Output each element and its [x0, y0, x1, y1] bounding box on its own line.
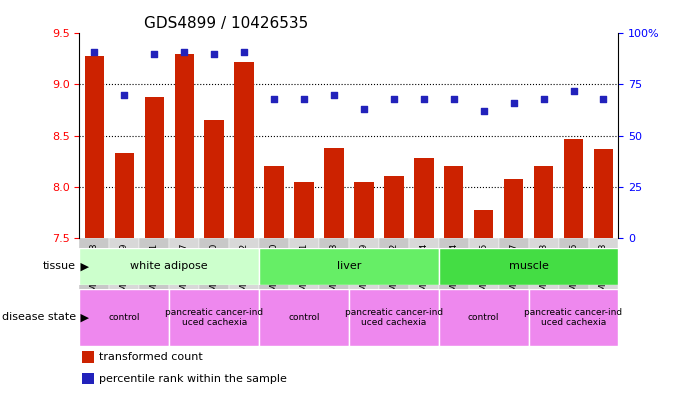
Bar	[85, 56, 104, 238]
Bar	[79, 289, 169, 346]
Bar	[529, 289, 618, 346]
Bar	[294, 182, 314, 238]
Text: tissue: tissue	[43, 261, 76, 271]
Bar	[324, 148, 343, 238]
Text: pancreatic cancer-ind
uced cachexia: pancreatic cancer-ind uced cachexia	[165, 308, 263, 327]
Bar	[259, 289, 349, 346]
Bar	[444, 166, 464, 238]
Bar	[79, 248, 259, 285]
Text: ▶: ▶	[77, 312, 88, 322]
Text: transformed count: transformed count	[99, 352, 202, 362]
Bar	[534, 166, 553, 238]
Text: pancreatic cancer-ind
uced cachexia: pancreatic cancer-ind uced cachexia	[345, 308, 443, 327]
Point	[598, 95, 609, 102]
Point	[328, 92, 339, 98]
Text: GDS4899 / 10426535: GDS4899 / 10426535	[144, 16, 308, 31]
Point	[179, 49, 190, 55]
Bar	[82, 351, 94, 363]
Bar	[265, 166, 284, 238]
Point	[508, 100, 519, 106]
Bar	[439, 289, 529, 346]
Bar	[349, 289, 439, 346]
Point	[149, 51, 160, 57]
Bar	[234, 62, 254, 238]
Point	[299, 95, 310, 102]
Point	[269, 95, 280, 102]
Point	[448, 95, 460, 102]
Point	[238, 49, 249, 55]
Text: control: control	[288, 313, 320, 322]
Bar	[594, 149, 613, 238]
Text: pancreatic cancer-ind
uced cachexia: pancreatic cancer-ind uced cachexia	[524, 308, 623, 327]
Text: control: control	[108, 313, 140, 322]
Bar	[169, 289, 259, 346]
Bar	[504, 178, 523, 238]
Bar	[82, 373, 94, 384]
Point	[119, 92, 130, 98]
Point	[538, 95, 549, 102]
Point	[568, 88, 579, 94]
Point	[209, 51, 220, 57]
Bar	[115, 153, 134, 238]
Bar	[175, 54, 194, 238]
Text: control: control	[468, 313, 500, 322]
Bar	[474, 210, 493, 238]
Bar	[439, 248, 618, 285]
Text: white adipose: white adipose	[131, 261, 208, 271]
Point	[418, 95, 429, 102]
Text: disease state: disease state	[2, 312, 76, 322]
Text: muscle: muscle	[509, 261, 549, 271]
Point	[478, 108, 489, 114]
Point	[388, 95, 399, 102]
Bar	[354, 182, 374, 238]
Point	[89, 49, 100, 55]
Text: percentile rank within the sample: percentile rank within the sample	[99, 374, 287, 384]
Text: liver: liver	[337, 261, 361, 271]
Bar	[205, 120, 224, 238]
Bar	[384, 176, 404, 238]
Bar	[259, 248, 439, 285]
Point	[359, 106, 370, 112]
Bar	[144, 97, 164, 238]
Bar	[564, 139, 583, 238]
Bar	[414, 158, 433, 238]
Text: ▶: ▶	[77, 261, 88, 271]
